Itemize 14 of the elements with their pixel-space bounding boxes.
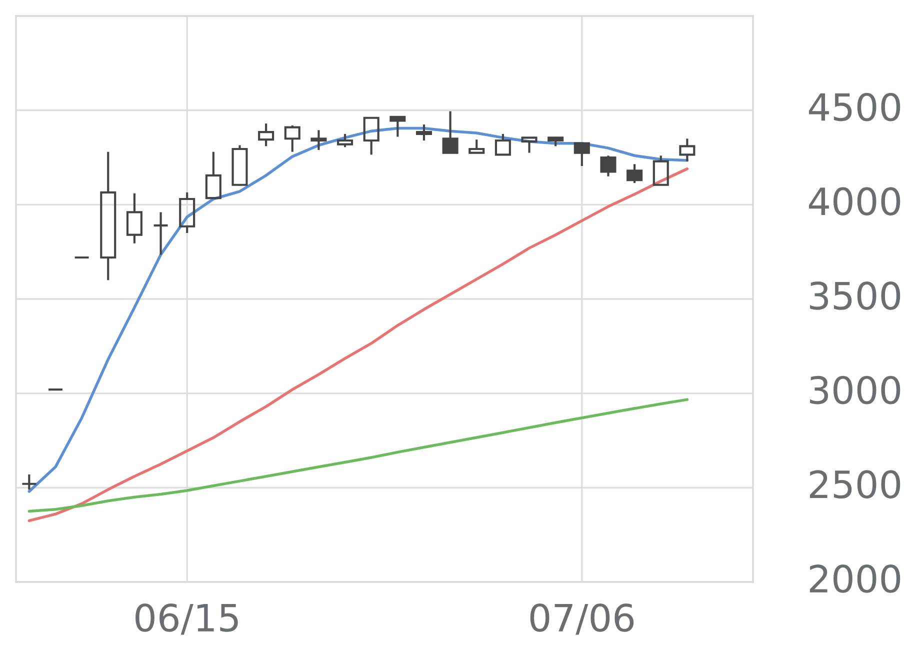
y-tick-label: 4500: [809, 92, 900, 122]
line-series: [28, 398, 689, 513]
y-tick-label: 2500: [810, 470, 900, 499]
line-series: [28, 167, 689, 522]
line-series: [28, 126, 689, 493]
candlestick: [74, 256, 90, 259]
y-tick-label: 4000: [809, 187, 900, 216]
candlestick: [100, 150, 116, 282]
x-tick-label: 07/06: [530, 603, 634, 635]
y-tick-label: 3500: [810, 282, 900, 310]
candlestick: [152, 211, 169, 256]
y-tick-label: 3000: [810, 376, 900, 404]
y-tick-label: 2000: [810, 564, 900, 593]
x-tick-label: 06/15: [136, 603, 238, 635]
